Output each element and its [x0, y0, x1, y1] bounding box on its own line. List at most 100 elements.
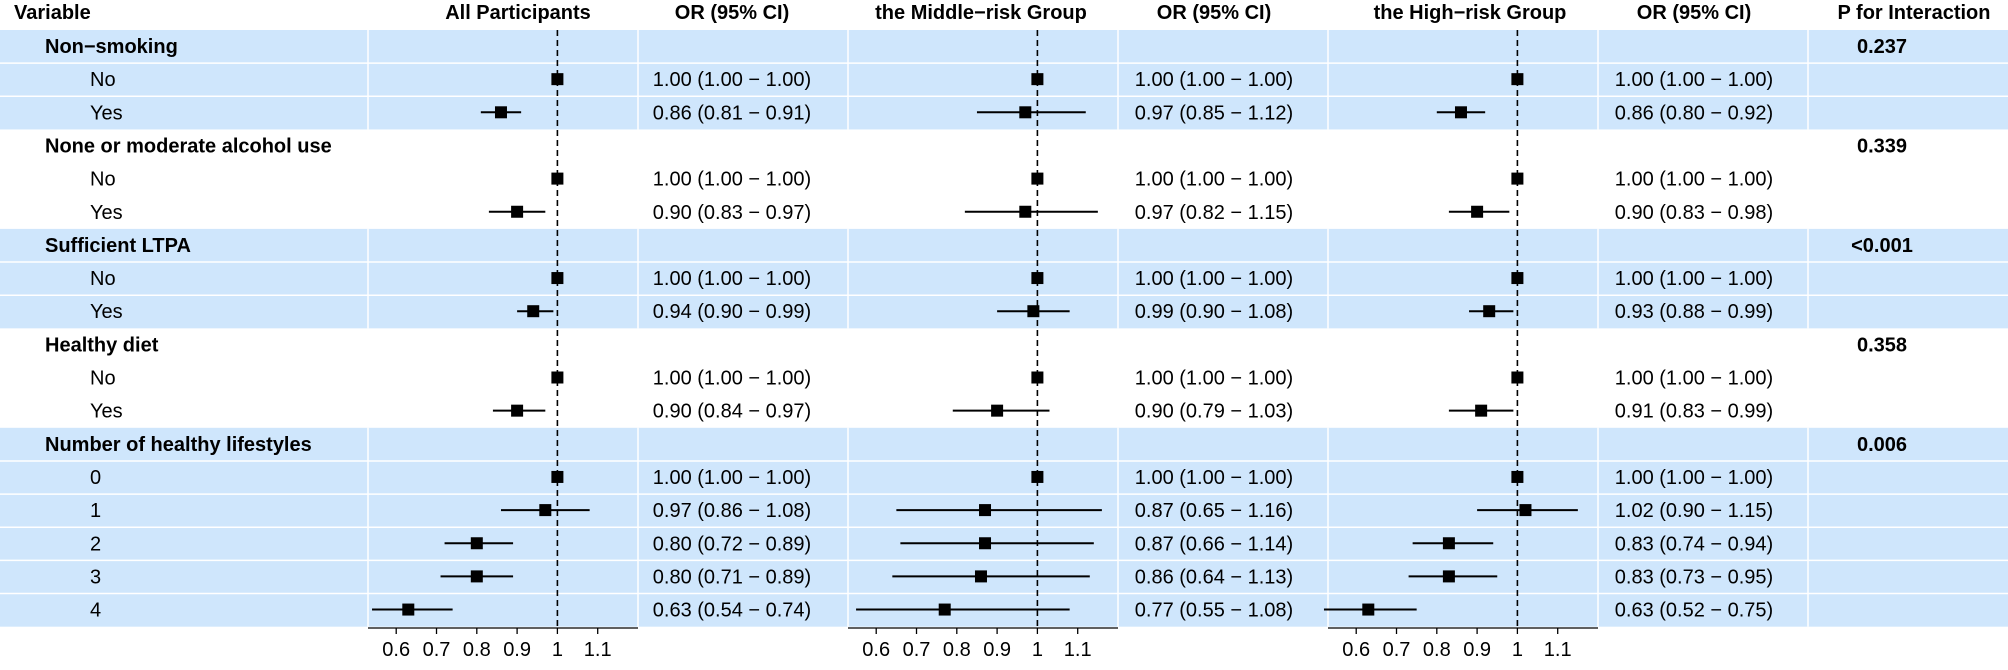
- x-tick-label: 0.7: [423, 639, 451, 661]
- estimate-marker: [1511, 172, 1524, 185]
- or-value: 0.90 (0.83 − 0.97): [653, 202, 811, 224]
- estimate-marker: [1475, 404, 1488, 417]
- estimate-marker: [1511, 371, 1524, 384]
- header-or-2: OR (95% CI): [1157, 2, 1271, 24]
- estimate-marker: [1362, 603, 1375, 616]
- estimate-marker: [402, 603, 415, 616]
- x-axes: 0.6 0.7 0.8 0.9 1 1.1 0.6 0.7 0.8 0.9 1 1.1 0.6 0.7 0.…: [368, 627, 1598, 661]
- estimate-marker: [470, 570, 483, 583]
- estimate-marker: [470, 537, 483, 550]
- row-label: 2: [90, 533, 101, 555]
- or-value: 1.00 (1.00 − 1.00): [1615, 69, 1773, 91]
- estimate-marker: [511, 404, 524, 417]
- row-label: Yes: [90, 301, 123, 323]
- x-tick-label: 0.8: [943, 639, 971, 661]
- x-tick-label: 1.1: [1544, 639, 1572, 661]
- row-label: No: [90, 169, 116, 191]
- estimate-marker: [1031, 470, 1044, 483]
- or-value: 1.00 (1.00 − 1.00): [653, 467, 811, 489]
- estimate-marker: [551, 371, 564, 384]
- x-tick-label: 0.8: [463, 639, 491, 661]
- or-value: 0.97 (0.85 − 1.12): [1135, 102, 1293, 124]
- row-label: 4: [90, 600, 101, 622]
- or-value: 0.83 (0.73 − 0.95): [1615, 566, 1773, 588]
- or-value: 0.87 (0.66 − 1.14): [1135, 533, 1293, 555]
- or-value: 1.00 (1.00 − 1.00): [1615, 467, 1773, 489]
- estimate-marker: [974, 570, 987, 583]
- or-value: 1.00 (1.00 − 1.00): [1135, 368, 1293, 390]
- or-value: 1.00 (1.00 − 1.00): [653, 368, 811, 390]
- estimate-marker: [1511, 272, 1524, 285]
- x-tick-label: 1: [1032, 639, 1043, 661]
- estimate-marker: [1442, 570, 1455, 583]
- estimate-marker: [1019, 205, 1032, 218]
- row-label: Yes: [90, 202, 123, 224]
- estimate-marker: [551, 73, 564, 86]
- group-label: Healthy diet: [45, 334, 159, 356]
- p-interaction-value: 0.237: [1857, 36, 1907, 58]
- or-value: 0.97 (0.82 − 1.15): [1135, 202, 1293, 224]
- group-label: Sufficient LTPA: [45, 235, 191, 257]
- x-tick-label: 1: [1512, 639, 1523, 661]
- estimate-marker: [938, 603, 951, 616]
- estimate-marker: [527, 305, 540, 318]
- estimate-marker: [551, 272, 564, 285]
- or-value: 0.94 (0.90 − 0.99): [653, 301, 811, 323]
- row-label: No: [90, 368, 116, 390]
- x-tick-label: 1.1: [584, 639, 612, 661]
- or-value: 0.87 (0.65 − 1.16): [1135, 500, 1293, 522]
- estimate-marker: [551, 172, 564, 185]
- x-tick-label: 0.9: [1463, 639, 1491, 661]
- header-panel-3: the High−risk Group: [1374, 2, 1567, 24]
- or-value: 1.00 (1.00 − 1.00): [1615, 368, 1773, 390]
- or-value: 1.00 (1.00 − 1.00): [1135, 268, 1293, 290]
- or-value: 0.63 (0.52 − 0.75): [1615, 600, 1773, 622]
- row-label: 1: [90, 500, 101, 522]
- or-value: 0.91 (0.83 − 0.99): [1615, 401, 1773, 423]
- x-tick-label: 0.9: [983, 639, 1011, 661]
- row-label: Yes: [90, 102, 123, 124]
- estimate-marker: [1471, 205, 1484, 218]
- p-interaction-value: 0.006: [1857, 434, 1907, 456]
- or-value: 0.86 (0.81 − 0.91): [653, 102, 811, 124]
- p-interaction-value: 0.339: [1857, 135, 1907, 157]
- or-value: 0.93 (0.88 − 0.99): [1615, 301, 1773, 323]
- or-value: 1.00 (1.00 − 1.00): [1135, 467, 1293, 489]
- estimate-marker: [991, 404, 1004, 417]
- x-tick-label: 0.7: [1383, 639, 1411, 661]
- group-label: None or moderate alcohol use: [45, 135, 332, 157]
- header-panel-2: the Middle−risk Group: [875, 2, 1087, 24]
- x-tick-label: 0.7: [903, 639, 931, 661]
- estimate-marker: [1031, 371, 1044, 384]
- x-tick-label: 1.1: [1064, 639, 1092, 661]
- or-value: 1.00 (1.00 − 1.00): [1615, 268, 1773, 290]
- estimate-marker: [1031, 272, 1044, 285]
- group-label: Number of healthy lifestyles: [45, 434, 312, 456]
- or-value: 0.77 (0.55 − 1.08): [1135, 600, 1293, 622]
- group-label: Non−smoking: [45, 36, 178, 58]
- x-tick-label: 0.6: [382, 639, 410, 661]
- row-label: No: [90, 268, 116, 290]
- or-value: 0.86 (0.64 − 1.13): [1135, 566, 1293, 588]
- column-headers: Variable All Participants OR (95% CI) th…: [14, 2, 1991, 24]
- or-value: 0.90 (0.83 − 0.98): [1615, 202, 1773, 224]
- row-label: 3: [90, 566, 101, 588]
- x-tick-label: 0.6: [1342, 639, 1370, 661]
- estimate-marker: [551, 470, 564, 483]
- estimate-marker: [1483, 305, 1496, 318]
- or-value: 0.63 (0.54 − 0.74): [653, 600, 811, 622]
- table-rows: Non−smoking 0.237 No 1.00 (1.00 − 1.00) 1.00…: [45, 36, 1913, 622]
- header-or-1: OR (95% CI): [675, 2, 789, 24]
- or-value: 0.90 (0.84 − 0.97): [653, 401, 811, 423]
- or-value: 0.90 (0.79 − 1.03): [1135, 401, 1293, 423]
- p-interaction-value: 0.358: [1857, 334, 1907, 356]
- or-value: 1.02 (0.90 − 1.15): [1615, 500, 1773, 522]
- estimate-marker: [1031, 73, 1044, 86]
- estimate-marker: [979, 537, 992, 550]
- estimate-marker: [1454, 106, 1467, 119]
- or-value: 0.80 (0.72 − 0.89): [653, 533, 811, 555]
- row-label: 0: [90, 467, 101, 489]
- or-value: 1.00 (1.00 − 1.00): [653, 69, 811, 91]
- forest-marks: [372, 30, 1578, 628]
- header-panel-1: All Participants: [445, 2, 591, 24]
